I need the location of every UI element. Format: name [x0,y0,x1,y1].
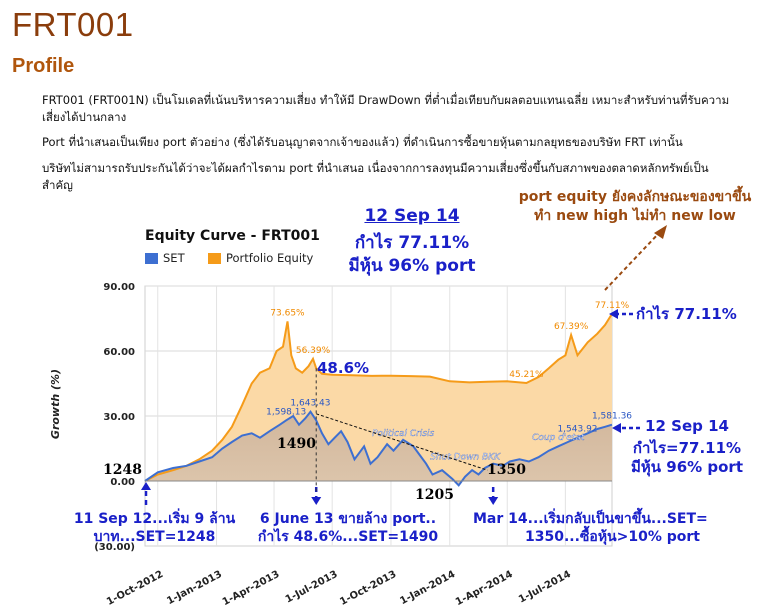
profile-paragraph-2: Port ที่นำเสนอเป็นเพียง port ตัวอย่าง (ซ… [42,135,683,149]
x-tick-label: 1-Jan-2013 [165,569,224,607]
page-title: FRT001 [12,6,134,43]
x-tick-label: 1-Jan-2014 [398,569,457,607]
x-tick-label: 1-Oct-2013 [338,569,398,608]
set-level-sell: 1490 [277,436,316,452]
start-note-line-2: บาท...SET=1248 [93,529,216,545]
set-data-label: 1,581.36 [592,412,632,422]
event-label: Coup d'etat [532,433,585,443]
set-trend-line [316,413,488,471]
sell-note-line-2: กำไร 48.6%...SET=1490 [257,529,439,545]
right-block-date: 12 Sep 14 [645,417,729,435]
rebuy-arrow-head [488,497,499,505]
right-block-holding: มีหุ้น 96% port [631,458,743,476]
chart-labels: 73.65%56.39%45.21%67.39%77.11%1,598.131,… [266,301,632,463]
legend-label-portfolio: Portfolio Equity [226,251,314,265]
set-data-label: 1,598.13 [266,407,306,417]
x-tick-label: 1-Apr-2014 [454,569,515,608]
set-data-label: 1,543.92 [557,425,597,435]
portfolio-data-label: 77.11% [595,301,630,311]
y-tick-label: 30.00 [103,412,135,423]
portfolio-data-label: 67.39% [554,322,589,332]
x-tick-label: 1-Jul-2013 [284,569,340,606]
portfolio-data-label: 56.39% [296,346,331,356]
rebuy-note-line-2: 1350...ซื้อหุ้น>10% port [525,529,700,545]
profile-paragraph-1: FRT001 (FRT001N) เป็นโมเดลที่เน้นบริหารค… [42,93,730,124]
right-gain-label: กำไร 77.11% [636,305,737,323]
y-tick-label: (30.00) [94,542,135,553]
right-block-pointer-head [612,423,621,433]
y-tick-label: 0.00 [110,477,135,488]
set-area [145,411,612,486]
sell-arrow-head [311,497,322,505]
start-note-line-1: 11 Sep 12...เริ่ม 9 ล้าน [73,511,236,527]
chart-areas [145,313,612,486]
annotation-overlay [141,225,667,505]
sell-note-line-1: 6 June 13 ขายล้าง port.. [259,511,437,527]
x-tick-label: 1-Apr-2013 [221,569,282,608]
gain-pointer-head [609,309,618,319]
chart-title: Equity Curve - FRT001 [145,228,320,244]
trend-note-line-2: ทำ new high ไม่ทำ new low [534,208,736,224]
y-tick-label: 60.00 [103,347,135,358]
y-tick-label: 90.00 [103,282,135,293]
set-data-label: 1,643.43 [290,399,330,409]
top-center-date: 12 Sep 14 [364,206,460,226]
set-level-start: 1248 [103,462,142,478]
trend-note-line-1: port equity ยังคงลักษณะของขาขึ้น [518,189,752,205]
y-axis-label: Growth (%) [49,369,62,439]
top-center-gain: กำไร 77.11% [354,233,470,253]
mid-gain-pct: 48.6% [317,359,370,377]
x-tick-label: 1-Oct-2012 [105,569,165,608]
set-level-rebuy: 1350 [487,462,526,478]
chart-lines [144,313,613,487]
event-label: Political Crisis [372,429,434,439]
event-label: Shut Down BKK [430,453,501,463]
legend-swatch-set [145,253,158,264]
set-level-low: 1205 [415,487,454,503]
portfolio-equity-line [144,313,613,482]
legend-swatch-portfolio [208,253,221,264]
x-tick-label: 1-Jul-2014 [517,569,573,606]
page-subtitle: Profile [12,55,75,77]
right-block-gain: กำไร=77.11% [632,439,742,457]
rebuy-note-line-1: Mar 14...เริ่มกลับเป็นขาขึ้น...SET= [473,511,708,527]
trend-note-arrow [604,231,661,291]
portfolio-data-label: 73.65% [270,308,305,318]
legend-label-set: SET [163,251,185,265]
start-arrow-head [141,482,151,490]
trend-note-arrow-head [654,225,667,239]
profile-paragraph-3: บริษัทไม่สามารถรับประกันได้ว่าจะได้ผลกำไ… [42,161,709,192]
set-line [144,409,613,487]
top-center-holding: มีหุ้น 96% port [348,256,476,276]
portfolio-data-label: 45.21% [509,370,544,380]
